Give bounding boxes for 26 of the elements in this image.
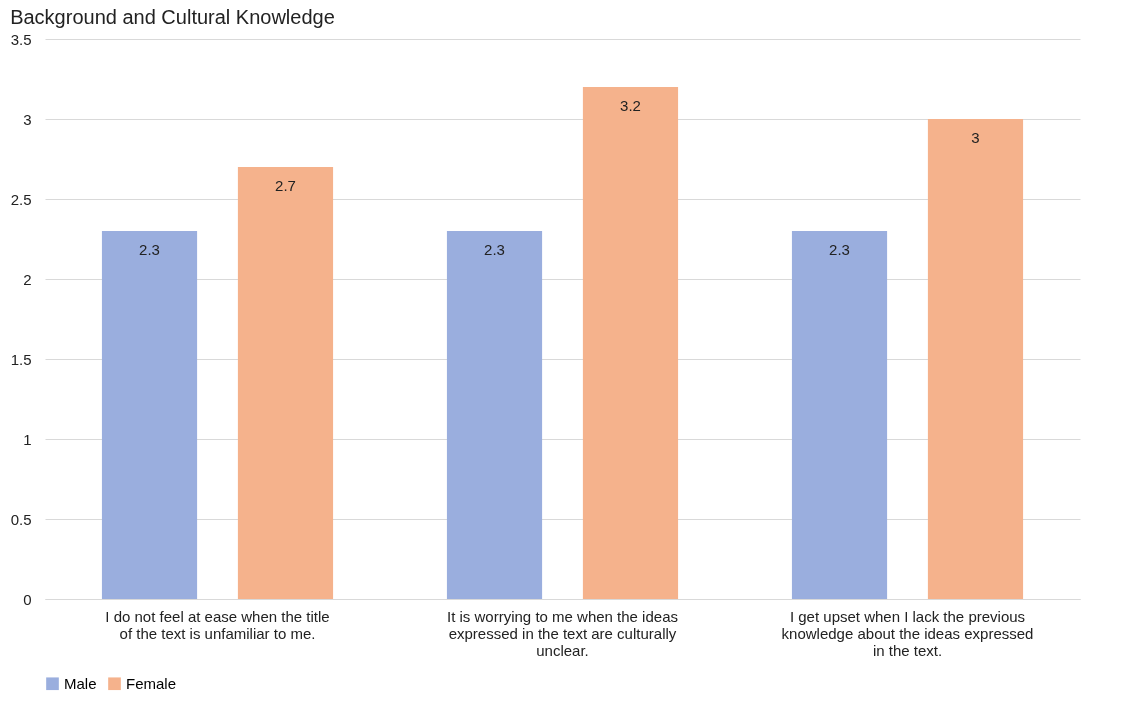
legend-label: Female	[126, 674, 177, 692]
bar	[582, 87, 679, 599]
x-tick-label: I get upset when I lack the previous knowledge about the ideas expressed in the text.	[781, 607, 1034, 659]
y-tick-label: 1.5	[10, 350, 32, 368]
bar	[101, 231, 198, 599]
data-label: 2.3	[139, 241, 160, 258]
y-tick-label: 2	[23, 270, 32, 288]
bar	[791, 231, 888, 599]
bar	[237, 167, 334, 599]
y-tick-label: 2.5	[10, 190, 32, 208]
y-tick-label: 1	[23, 430, 32, 448]
data-label: 3.2	[620, 97, 641, 114]
y-tick-label: 0.5	[10, 510, 32, 528]
bar	[927, 119, 1024, 599]
chart-title: Background and Cultural Knowledge	[10, 6, 335, 28]
bar	[446, 231, 543, 599]
x-tick-label: It is worrying to me when the ideas expressed in the text are culturally unclear.	[447, 607, 678, 659]
data-label: 2.3	[829, 241, 850, 258]
legend-label: Male	[64, 674, 97, 692]
y-tick-label: 0	[23, 590, 32, 608]
data-label: 3	[971, 129, 980, 146]
x-tick-label: I do not feel at ease when the title of the text is unfamiliar to me.	[105, 607, 330, 642]
y-tick-label: 3	[23, 110, 32, 128]
data-label: 2.3	[484, 241, 505, 258]
data-label: 2.7	[275, 177, 296, 194]
y-tick-label: 3.5	[10, 30, 32, 48]
